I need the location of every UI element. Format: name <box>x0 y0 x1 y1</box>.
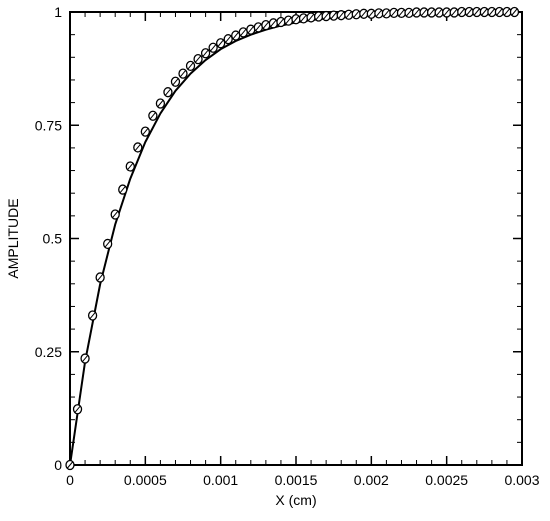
data-point-marker <box>426 7 437 18</box>
data-point-marker <box>125 161 135 172</box>
y-tick-label: 0.75 <box>35 117 62 133</box>
y-tick-label: 0.25 <box>35 344 62 360</box>
data-point-marker <box>359 8 369 19</box>
data-point-marker <box>185 60 196 72</box>
data-point-marker <box>223 34 233 45</box>
y-tick-label: 0.5 <box>43 231 63 247</box>
data-point-marker <box>283 15 294 26</box>
data-point-marker <box>381 8 392 19</box>
data-point-marker <box>140 126 150 137</box>
series-line <box>69 11 523 466</box>
data-point-marker <box>404 7 414 19</box>
data-point-marker <box>95 272 105 283</box>
data-point-marker <box>366 8 376 19</box>
data-point-marker <box>253 22 263 33</box>
data-point-marker <box>479 6 489 18</box>
data-point-marker <box>313 11 324 22</box>
data-point-marker <box>298 13 309 24</box>
x-tick-label: 0 <box>66 472 74 488</box>
data-point-marker <box>133 142 143 153</box>
data-point-marker <box>216 38 226 49</box>
data-point-marker <box>193 53 203 65</box>
data-point-marker <box>268 18 279 29</box>
data-point-marker <box>200 48 211 59</box>
data-point-marker <box>494 6 505 18</box>
data-point-marker <box>178 68 188 79</box>
x-tick-label: 0.002 <box>354 472 389 488</box>
data-point-marker <box>291 14 301 25</box>
data-point-marker <box>449 7 459 18</box>
x-tick-label: 0.001 <box>203 472 238 488</box>
data-point-marker <box>321 10 331 22</box>
data-point-marker <box>231 30 241 41</box>
data-point-marker <box>336 10 346 21</box>
data-point-marker <box>472 6 482 18</box>
data-point-marker <box>103 238 113 250</box>
data-point-marker <box>148 110 158 121</box>
data-point-marker <box>238 27 248 38</box>
data-point-marker <box>457 6 467 18</box>
y-axis-title: AMPLITUDE <box>5 198 21 278</box>
data-point-marker <box>72 404 83 415</box>
data-point-marker <box>306 12 316 23</box>
data-point-marker <box>329 10 339 21</box>
data-point-marker <box>396 7 407 19</box>
data-point-marker <box>464 6 474 18</box>
data-point-marker <box>118 184 128 195</box>
data-point-marker <box>374 8 384 19</box>
x-tick-label: 0.0005 <box>124 472 167 488</box>
data-point-marker <box>110 209 120 220</box>
y-tick-label: 0 <box>54 457 62 473</box>
x-axis-title: X (cm) <box>275 492 316 508</box>
data-point-marker <box>170 76 181 87</box>
data-point-marker <box>87 310 98 321</box>
data-point-marker <box>246 24 256 35</box>
x-tick-label: 0.0015 <box>275 472 318 488</box>
data-point-marker <box>419 7 429 18</box>
data-point-marker <box>65 459 75 471</box>
data-point-marker <box>351 9 361 20</box>
data-point-marker <box>163 87 173 98</box>
data-point-marker <box>208 42 218 53</box>
data-point-marker <box>502 6 512 18</box>
data-point-marker <box>80 353 90 364</box>
data-point-marker <box>155 98 166 109</box>
x-tick-label: 0.003 <box>504 472 539 488</box>
plot-frame <box>69 11 523 466</box>
data-point-marker <box>487 6 497 18</box>
y-tick-label: 1 <box>54 4 62 20</box>
data-point-marker <box>389 7 399 19</box>
data-point-marker <box>442 7 452 18</box>
data-point-marker <box>411 7 422 18</box>
x-tick-label: 0.0025 <box>425 472 468 488</box>
data-point-marker <box>434 7 444 18</box>
data-point-marker <box>261 19 271 31</box>
data-point-marker <box>276 16 286 28</box>
data-point-marker <box>344 9 354 20</box>
data-point-marker <box>509 6 520 18</box>
